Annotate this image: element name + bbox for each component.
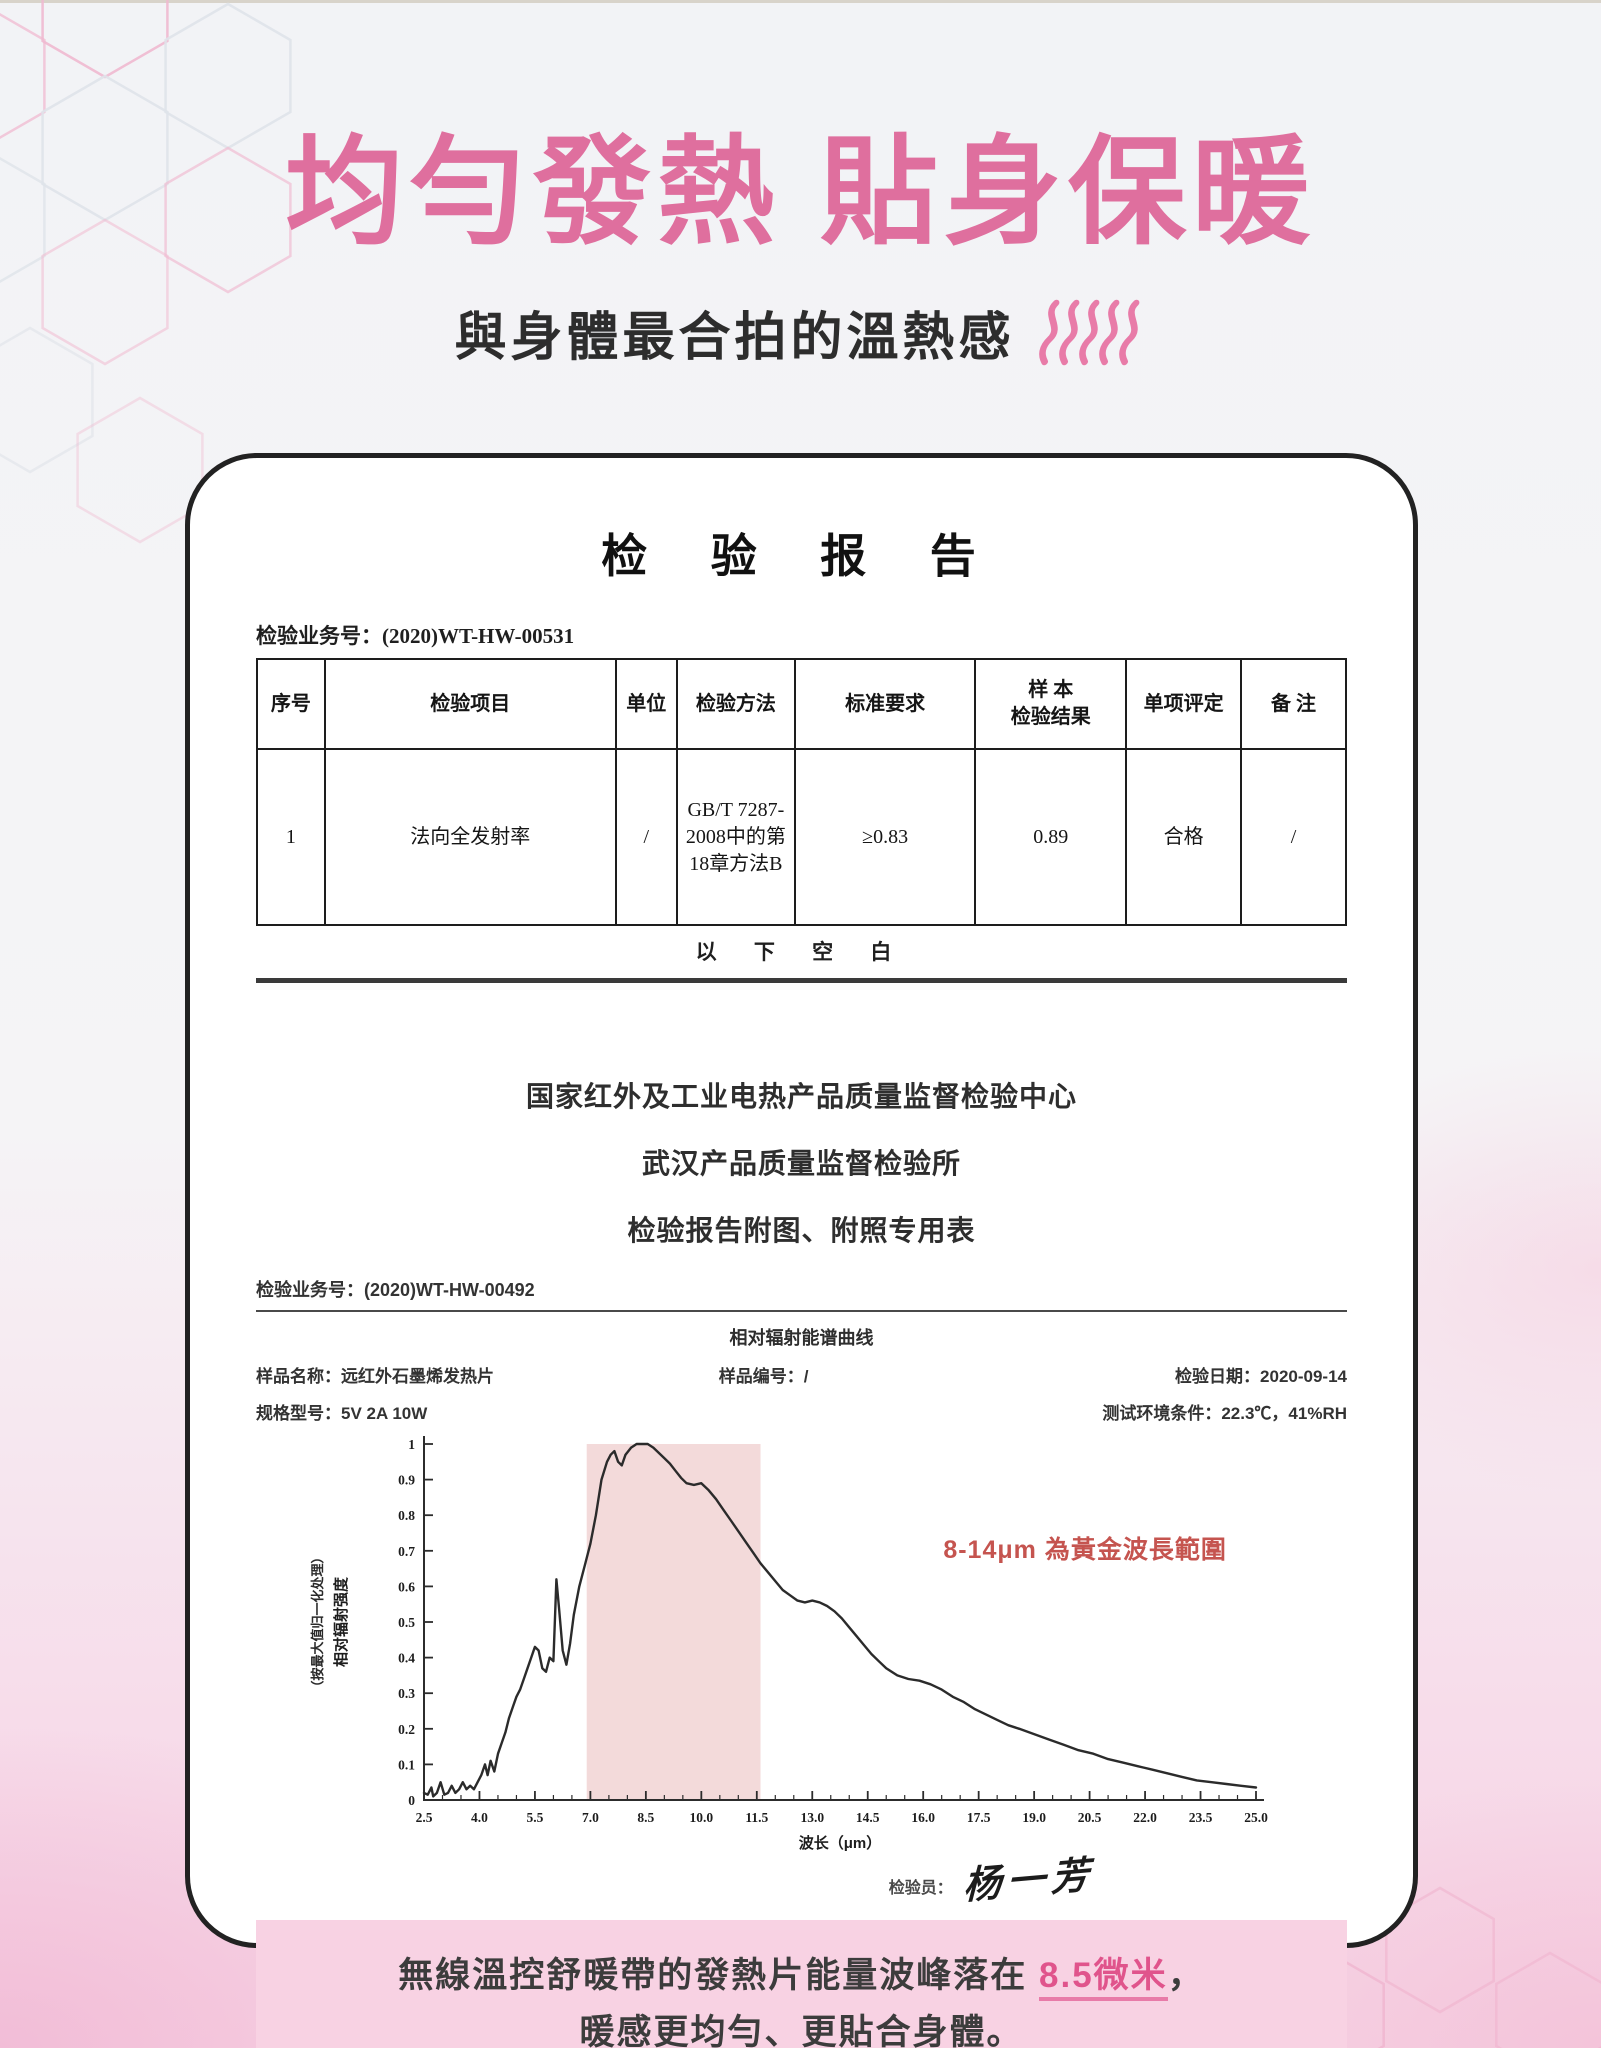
table-blank-footer: 以 下 空 白 xyxy=(695,940,908,964)
inspector-signature: 杨一芳 xyxy=(962,1854,1095,1908)
header-sample-result: 样 本 检验结果 xyxy=(974,658,1128,750)
svg-text:0.3: 0.3 xyxy=(398,1686,415,1701)
cell-method: GB/T 7287-2008中的第18章方法B xyxy=(675,748,796,926)
svg-text:相对辐射强度: 相对辐射强度 xyxy=(332,1576,350,1667)
table-row: 1 法向全发射率 / GB/T 7287-2008中的第18章方法B ≥0.83… xyxy=(256,748,1348,926)
attachment-business-number-line: 检验业务号：(2020)WT-HW-00492 xyxy=(256,1276,1347,1312)
svg-text:8.5: 8.5 xyxy=(637,1810,654,1825)
header-item: 检验项目 xyxy=(323,658,617,750)
page-subtitle-row: 與身體最合拍的溫熱感 xyxy=(0,295,1601,370)
cell-seq: 1 xyxy=(256,748,326,926)
agency-line-2: 武汉产品质量监督检验所 xyxy=(641,1148,961,1179)
summary-highlight-value: 8.5微米 xyxy=(1039,1956,1168,2001)
svg-text:14.5: 14.5 xyxy=(856,1810,880,1825)
svg-text:22.0: 22.0 xyxy=(1133,1810,1157,1825)
svg-text:1: 1 xyxy=(408,1437,415,1452)
svg-text:2.5: 2.5 xyxy=(416,1810,433,1825)
sample-info-row-2: 规格型号：5V 2A 10W 测试环境条件：22.3℃，41%RH xyxy=(256,1399,1347,1424)
sample-name: 样品名称：远红外石墨烯发热片 xyxy=(256,1367,494,1386)
report-business-number-label: 检验业务号： xyxy=(256,624,382,648)
report-title: 检 验 报 告 xyxy=(601,531,1002,582)
svg-text:17.5: 17.5 xyxy=(967,1810,991,1825)
cell-unit: / xyxy=(614,748,678,926)
svg-text:19.0: 19.0 xyxy=(1022,1810,1046,1825)
svg-text:0.5: 0.5 xyxy=(398,1615,415,1630)
cell-note: / xyxy=(1239,748,1348,926)
header-evaluation: 单项评定 xyxy=(1125,658,1242,750)
svg-text:0.2: 0.2 xyxy=(398,1722,415,1737)
test-environment: 测试环境条件：22.3℃，41%RH xyxy=(1102,1404,1347,1423)
cell-sample-result: 0.89 xyxy=(974,748,1128,926)
heat-waves-icon xyxy=(1038,299,1139,365)
svg-text:波长（μm）: 波长（μm） xyxy=(799,1834,882,1852)
spec-model: 规格型号：5V 2A 10W xyxy=(256,1404,428,1423)
attachment-business-number: (2020)WT-HW-00492 xyxy=(364,1280,535,1300)
svg-text:0.4: 0.4 xyxy=(398,1651,415,1666)
inspector-label: 检验员： xyxy=(888,1880,953,1897)
svg-text:11.5: 11.5 xyxy=(745,1810,768,1825)
svg-text:4.0: 4.0 xyxy=(471,1810,488,1825)
hero-section: 均勻發熱 貼身保暖 與身體最合拍的溫熱感 xyxy=(0,0,1601,370)
svg-text:0.9: 0.9 xyxy=(398,1473,415,1488)
attachment-section: 检验业务号：(2020)WT-HW-00492 相对辐射能谱曲线 样品名称：远红… xyxy=(256,1276,1347,1908)
spectrum-line-chart: 2.5 4.0 5.5 7.0 8.5 10.0 11.5 13.0 14.5 16.0 17.5 1… xyxy=(310,1436,1268,1852)
svg-text:5.5: 5.5 xyxy=(526,1810,543,1825)
svg-text:0.7: 0.7 xyxy=(398,1544,415,1559)
report-table: 序号 检验项目 单位 检验方法 标准要求 样 本 检验结果 单项评定 备 注 1… xyxy=(256,658,1348,926)
agency-line-3: 检验报告附图、附照专用表 xyxy=(627,1215,976,1246)
cell-evaluation: 合格 xyxy=(1125,748,1242,926)
svg-text:7.0: 7.0 xyxy=(582,1810,599,1825)
golden-wavelength-annotation: 8-14μm 為黃金波長範圍 xyxy=(943,1535,1227,1564)
summary-pink-box: 無線溫控舒暖帶的發熱片能量波峰落在 8.5微米， 暖感更均勻、更貼合身體。 xyxy=(256,1920,1347,2048)
header-seq: 序号 xyxy=(256,658,326,750)
report-business-number: (2020)WT-HW-00531 xyxy=(382,624,575,648)
sample-number: 样品编号：/ xyxy=(718,1367,809,1386)
summary-line1-prefix: 無線溫控舒暖帶的發熱片能量波峰落在 xyxy=(398,1956,1040,1995)
svg-text:13.0: 13.0 xyxy=(800,1810,824,1825)
svg-text:0.8: 0.8 xyxy=(398,1508,415,1523)
report-business-number-line: 检验业务号：(2020)WT-HW-00531 xyxy=(256,620,1347,650)
svg-text:0.6: 0.6 xyxy=(398,1579,415,1594)
summary-line1-suffix: ， xyxy=(1167,1956,1205,1995)
svg-text:25.0: 25.0 xyxy=(1244,1810,1268,1825)
test-date: 检验日期：2020-09-14 xyxy=(1175,1367,1347,1386)
svg-text:23.5: 23.5 xyxy=(1189,1810,1213,1825)
cell-item: 法向全发射率 xyxy=(323,748,617,926)
cell-standard: ≥0.83 xyxy=(793,748,977,926)
svg-text:（按最大值归一化处理）: （按最大值归一化处理） xyxy=(310,1550,325,1693)
table-header-row: 序号 检验项目 单位 检验方法 标准要求 样 本 检验结果 单项评定 备 注 xyxy=(256,658,1348,750)
inspection-report-card: 检 验 报 告 检验业务号：(2020)WT-HW-00531 序号 检验项目 … xyxy=(185,453,1418,2048)
header-method: 检验方法 xyxy=(675,658,796,750)
page-subtitle: 與身體最合拍的溫熱感 xyxy=(454,309,1015,367)
svg-text:10.0: 10.0 xyxy=(690,1810,714,1825)
inspector-signature-row: 检验员： 杨一芳 xyxy=(888,1849,1347,1908)
section-divider xyxy=(256,978,1347,983)
page-title: 均勻發熱 貼身保暖 xyxy=(285,127,1316,259)
sample-info-row-1: 样品名称：远红外石墨烯发热片 样品编号：/ 检验日期：2020-09-14 xyxy=(256,1362,1347,1387)
attachment-business-number-label: 检验业务号： xyxy=(256,1280,364,1300)
svg-text:0.1: 0.1 xyxy=(398,1757,415,1772)
header-standard: 标准要求 xyxy=(793,658,977,750)
chart-heading: 相对辐射能谱曲线 xyxy=(729,1328,874,1348)
summary-line2: 暖感更均勻、更貼合身體。 xyxy=(579,2012,1024,2048)
agency-section: 国家红外及工业电热产品质量监督检验中心 武汉产品质量监督检验所 检验报告附图、附… xyxy=(256,1075,1347,1249)
spectrum-chart-wrap: 2.5 4.0 5.5 7.0 8.5 10.0 11.5 13.0 14.5 16.0 17.5 1… xyxy=(256,1430,1347,1863)
svg-text:20.5: 20.5 xyxy=(1078,1810,1102,1825)
header-unit: 单位 xyxy=(614,658,678,750)
agency-line-1: 国家红外及工业电热产品质量监督检验中心 xyxy=(525,1081,1077,1112)
header-note: 备 注 xyxy=(1239,658,1348,750)
top-border-line xyxy=(0,0,1601,3)
svg-text:16.0: 16.0 xyxy=(911,1810,935,1825)
svg-text:0: 0 xyxy=(408,1793,415,1808)
